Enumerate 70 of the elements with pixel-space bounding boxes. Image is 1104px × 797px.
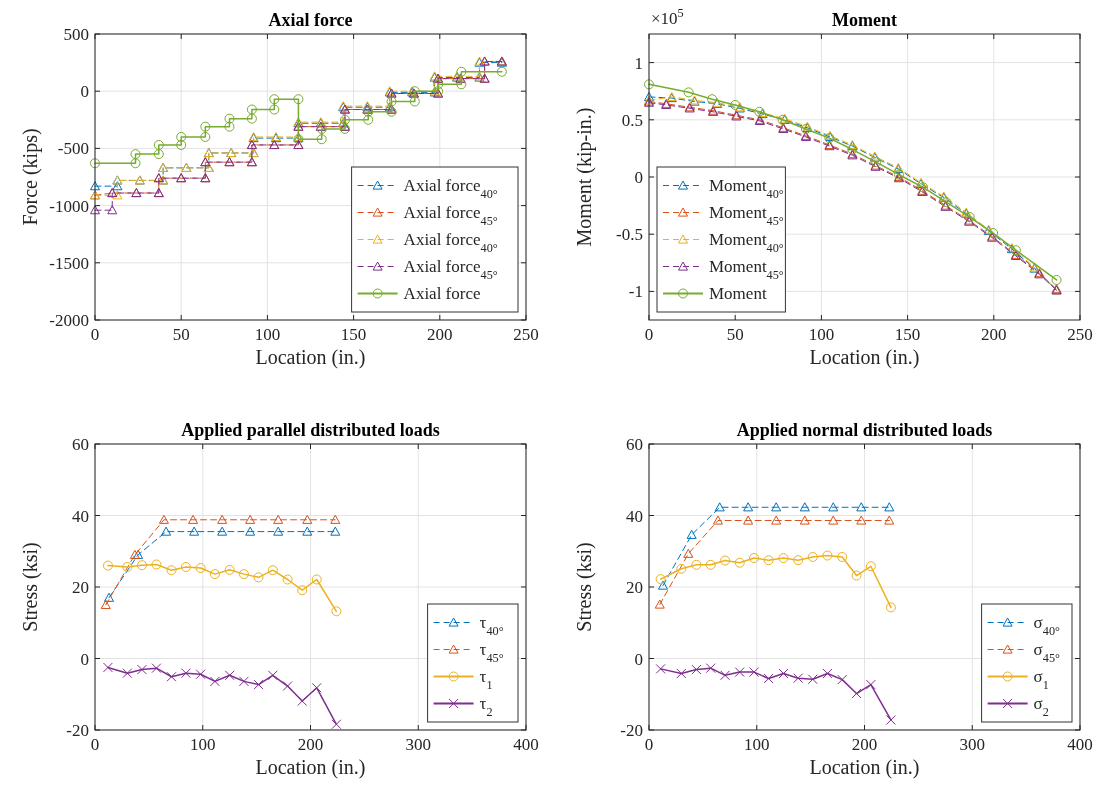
legend-label: τ$_{40°}$: [479, 612, 504, 638]
y-tick-label: 0: [634, 649, 643, 669]
x-tick-label: 100: [808, 325, 835, 344]
legend-label: τ$_{45°}$: [479, 639, 504, 665]
y-tick-label: -1500: [49, 253, 89, 273]
x-tick-label: 100: [190, 735, 216, 754]
y-tick-label: 20: [72, 578, 89, 597]
y-tick-label: 500: [63, 25, 89, 44]
legend-label: Moment$_{45°}$: [709, 202, 784, 228]
y-tick-label: -500: [57, 139, 89, 159]
x-tick-label: 150: [340, 325, 367, 344]
y-tick-label: 60: [626, 435, 643, 454]
y-axis-title: Moment (kip-in.): [573, 107, 596, 247]
x-tick-label: 400: [513, 735, 539, 754]
x-axis-title: Location (in.): [809, 756, 920, 779]
legend-label: Moment$_{40°}$: [709, 175, 784, 201]
legend-label: Moment: [709, 283, 767, 303]
legend-label: Axial force$_{45°}$: [403, 202, 498, 228]
y-tick-label: -1000: [49, 196, 89, 216]
y-tick-label: 1: [634, 53, 643, 73]
chart-title: Applied normal distributed loads: [736, 420, 993, 440]
y-tick-label: -1: [628, 282, 643, 302]
x-tick-label: 100: [744, 735, 770, 754]
y-tick-label: -2000: [49, 311, 89, 330]
x-tick-label: 250: [1067, 325, 1093, 344]
y-tick-label: 40: [72, 506, 89, 526]
x-tick-label: 300: [959, 735, 985, 754]
legend-label: Moment$_{40°}$: [709, 229, 784, 255]
x-tick-label: 300: [405, 735, 431, 754]
x-tick-label: 50: [172, 325, 190, 344]
chart-title: Moment: [832, 10, 897, 30]
legend-label: σ$_{1}$: [1033, 666, 1049, 692]
y-tick-label: -20: [66, 721, 89, 740]
y-tick-label: -0.5: [616, 225, 643, 245]
x-tick-label: 150: [894, 325, 921, 344]
x-tick-label: 250: [513, 325, 539, 344]
text: ×10$^{5}$: [651, 6, 684, 28]
y-tick-label: -20: [620, 721, 643, 740]
legend-label: Moment$_{45°}$: [709, 256, 784, 282]
y-axis-title: Stress (ksi): [19, 542, 42, 632]
legend-label: τ$_{2}$: [479, 693, 493, 719]
y-tick-label: 0.5: [621, 110, 643, 130]
legend-label: σ$_{40°}$: [1033, 612, 1061, 638]
chart-title: Applied parallel distributed loads: [181, 420, 440, 440]
y-tick-label: 60: [72, 435, 89, 454]
legend-label: Axial force$_{40°}$: [403, 229, 498, 255]
legend-label: τ$_{1}$: [479, 666, 493, 692]
y-tick-label: 20: [626, 578, 643, 597]
y-axis-title: Stress (ksi): [573, 542, 596, 632]
x-tick-label: 200: [427, 325, 453, 344]
y-tick-label: 40: [626, 506, 643, 526]
x-axis-title: Location (in.): [255, 346, 366, 369]
x-tick-label: 200: [981, 325, 1007, 344]
x-axis-title: Location (in.): [809, 346, 920, 369]
y-tick-label: 0: [80, 82, 89, 102]
x-tick-label: 100: [254, 325, 281, 344]
x-tick-label: 50: [726, 325, 744, 344]
y-tick-label: 0: [634, 168, 643, 187]
y-axis-title: Force (kips): [19, 128, 42, 226]
legend-label: Axial force: [403, 283, 481, 303]
x-axis-title: Location (in.): [255, 756, 366, 779]
legend-label: σ$_{45°}$: [1033, 639, 1061, 665]
x-tick-label: 200: [297, 735, 324, 754]
legend-label: Axial force$_{40°}$: [403, 175, 498, 201]
chart-title: Axial force: [268, 10, 353, 30]
x-tick-label: 400: [1067, 735, 1093, 754]
legend-label: Axial force$_{45°}$: [403, 256, 498, 282]
legend-label: σ$_{2}$: [1033, 693, 1049, 719]
x-tick-label: 200: [851, 735, 878, 754]
y-tick-label: 0: [80, 649, 89, 669]
